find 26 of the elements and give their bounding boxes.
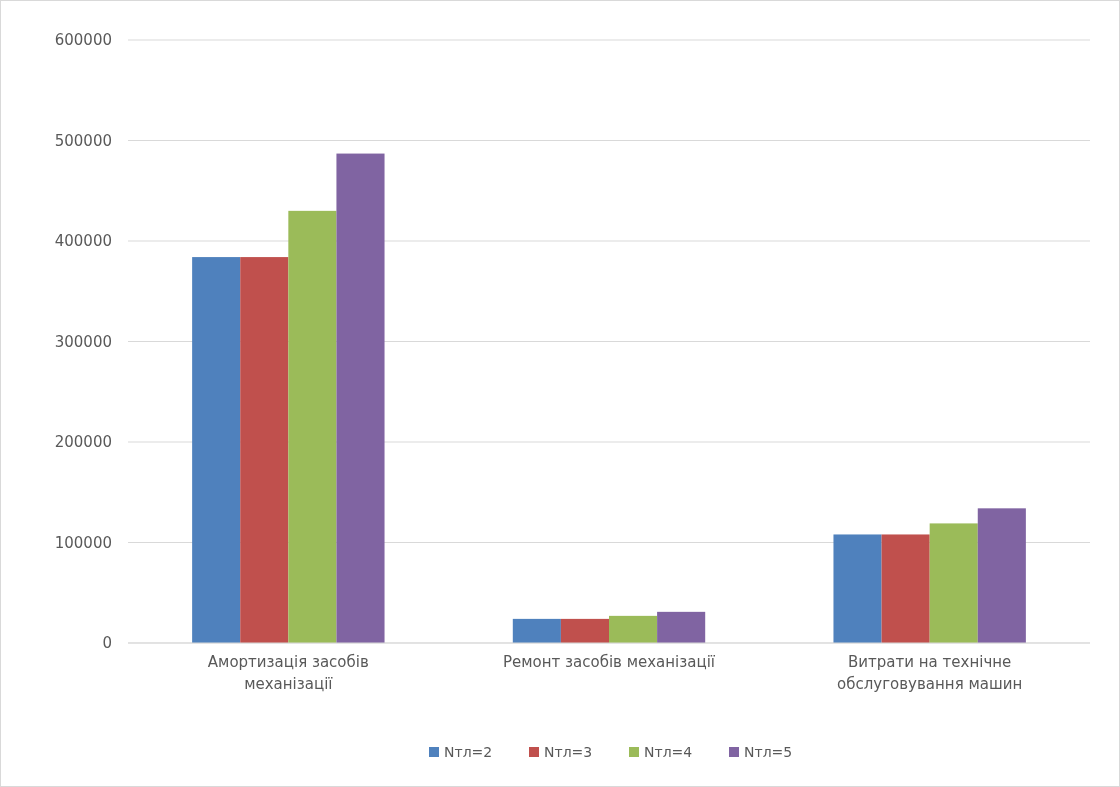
y-tick-label: 0: [102, 634, 112, 653]
bar: [336, 153, 385, 643]
legend-label: Nтл=5: [744, 743, 793, 760]
x-tick-label: Витрати на технічне обслуговування машин: [837, 653, 1023, 693]
y-tick-label: 100000: [54, 533, 112, 552]
bar: [929, 523, 978, 643]
y-tick-label: 300000: [54, 332, 112, 351]
bar: [881, 534, 930, 643]
bar: [240, 257, 289, 643]
y-tick-label: 400000: [54, 232, 112, 251]
bar: [192, 257, 241, 643]
bar: [560, 618, 609, 643]
y-tick-label: 200000: [54, 433, 112, 452]
legend-label: Nтл=3: [544, 743, 593, 760]
bar: [977, 508, 1026, 643]
y-tick-label: 500000: [54, 131, 112, 150]
bar: [512, 618, 561, 643]
bar: [657, 611, 706, 643]
x-tick-label: Амортизація засобів механізації: [207, 653, 369, 693]
bar: [833, 534, 882, 643]
x-tick-label: Ремонт засобів механізації: [503, 653, 716, 671]
y-tick-label: 600000: [54, 31, 112, 50]
bar: [609, 615, 658, 643]
legend-label: Nтл=2: [444, 743, 493, 760]
legend-label: Nтл=4: [644, 743, 693, 760]
bar: [288, 210, 337, 643]
